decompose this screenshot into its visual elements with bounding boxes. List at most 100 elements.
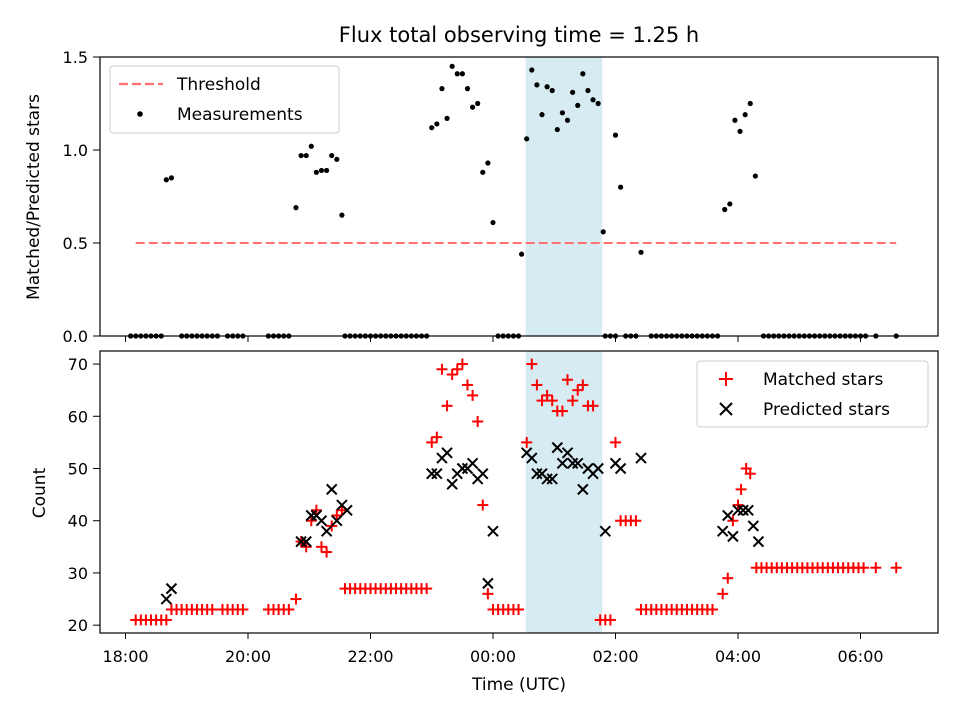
predicted-star-point <box>635 452 647 464</box>
bottom-y-tick-label: 30 <box>68 564 88 583</box>
measurement-point <box>534 82 540 88</box>
measurement-point <box>163 177 169 183</box>
predicted-star-point <box>466 457 479 469</box>
measurement-point <box>742 112 748 118</box>
matched-star-point <box>421 583 433 595</box>
predicted-star-point <box>561 447 574 459</box>
measurement-point <box>469 104 476 110</box>
matched-star-point <box>326 520 338 532</box>
top-legend: Threshold Measurements <box>109 65 340 134</box>
matched-star-point <box>467 389 479 401</box>
matched-star-point <box>513 604 525 615</box>
top-y-tick-label: 0.5 <box>63 234 88 253</box>
matched-star-point <box>482 588 494 600</box>
bottom-y-tick-label: 20 <box>68 616 88 635</box>
matched-star-point <box>446 369 458 380</box>
measurement-point <box>485 160 491 166</box>
measurement-point <box>329 152 335 159</box>
bottom-highlight-span <box>525 351 603 633</box>
predicted-star-point <box>487 525 499 537</box>
matched-legend-swatch <box>719 372 733 386</box>
matched-star-point <box>732 499 744 511</box>
matched-star-point <box>310 504 322 516</box>
predicted-star-point <box>716 525 729 537</box>
matched-star-point <box>316 541 327 553</box>
matched-star-point <box>331 510 343 521</box>
predicted-star-point <box>477 468 489 480</box>
measurement-point <box>324 167 330 174</box>
measurement-point <box>544 84 550 90</box>
x-tick-label: 18:00 <box>102 647 148 666</box>
chart-title: Flux total observing time = 1.25 h <box>339 23 699 47</box>
bottom-y-ticks: 20 30 40 50 60 70 <box>68 355 100 635</box>
predicted-star-point <box>737 504 749 516</box>
measurement-point <box>318 167 325 174</box>
measurement-point <box>168 175 175 181</box>
predicted-star-point <box>752 535 765 548</box>
predicted-star-point <box>742 504 754 516</box>
top-y-tick-label: 0.0 <box>63 327 88 346</box>
predicted-star-point <box>541 473 553 485</box>
measurement-point <box>529 67 535 73</box>
measurement-point <box>475 100 481 107</box>
measurement-point <box>454 71 460 77</box>
measurement-point <box>298 152 304 159</box>
measurements-legend-swatch <box>137 111 143 117</box>
top-highlight-span <box>525 57 603 336</box>
matched-star-point <box>587 400 599 412</box>
matched-star-point <box>477 499 489 511</box>
matched-star-point <box>431 431 443 443</box>
predicted-star-point <box>305 509 317 522</box>
measurement-point <box>575 102 581 108</box>
predicted-star-point <box>431 468 443 480</box>
matched-star-point <box>472 416 484 427</box>
measurement-point <box>293 205 299 211</box>
predicted-star-point <box>160 593 173 605</box>
predicted-star-point <box>747 520 760 532</box>
top-axes-frame <box>99 56 939 337</box>
predicted-star-point <box>732 504 744 516</box>
x-tick-label: 04:00 <box>715 647 761 666</box>
predicted-star-point <box>546 473 558 485</box>
measurement-point <box>449 63 455 69</box>
matched-star-point <box>735 483 747 495</box>
predicted-legend-swatch <box>719 402 733 416</box>
measurement-point <box>585 87 591 94</box>
matched-star-point <box>461 379 473 391</box>
matched-star-point <box>744 468 756 480</box>
top-y-ticks: 0.0 0.5 1.0 1.5 <box>63 48 100 346</box>
measurement-point <box>722 206 728 213</box>
predicted-star-point <box>572 457 584 469</box>
predicted-star-point <box>531 468 543 480</box>
predicted-star-point <box>295 535 307 548</box>
predicted-star-point <box>551 441 564 454</box>
measurement-point <box>737 128 743 134</box>
predicted-star-point <box>441 447 453 459</box>
measurement-point <box>464 86 471 92</box>
predicted-star-point <box>727 530 739 543</box>
measurement-point <box>313 169 319 175</box>
matched-star-point <box>562 374 574 386</box>
matched-star-point <box>300 541 312 553</box>
predicted-star-point <box>614 462 627 475</box>
bottom-y-tick-label: 70 <box>68 355 88 374</box>
matched-star-point <box>426 436 438 448</box>
predicted-star-point <box>592 462 604 475</box>
top-y-tick-label: 1.5 <box>63 48 88 67</box>
predicted-star-point <box>577 483 589 496</box>
measurement-point <box>524 136 530 142</box>
threshold-legend-label: Threshold <box>176 75 261 95</box>
matched-star-point <box>727 515 739 527</box>
matched-star-point <box>556 405 568 417</box>
measurement-point <box>554 126 560 133</box>
matched-star-point <box>604 614 616 626</box>
measurement-point <box>747 100 753 107</box>
bottom-y-tick-label: 60 <box>68 407 88 426</box>
bottom-legend: Matched stars Predicted stars <box>696 360 929 428</box>
matched-star-point <box>160 614 172 626</box>
matched-star-point <box>521 436 533 448</box>
predicted-star-point <box>526 452 538 464</box>
bottom-panel: 20 30 40 50 60 70 18:00 20:00 22:00 00:00 02:00 04… <box>30 350 939 695</box>
matched-star-point <box>722 572 734 584</box>
matched-star-point <box>610 436 621 448</box>
